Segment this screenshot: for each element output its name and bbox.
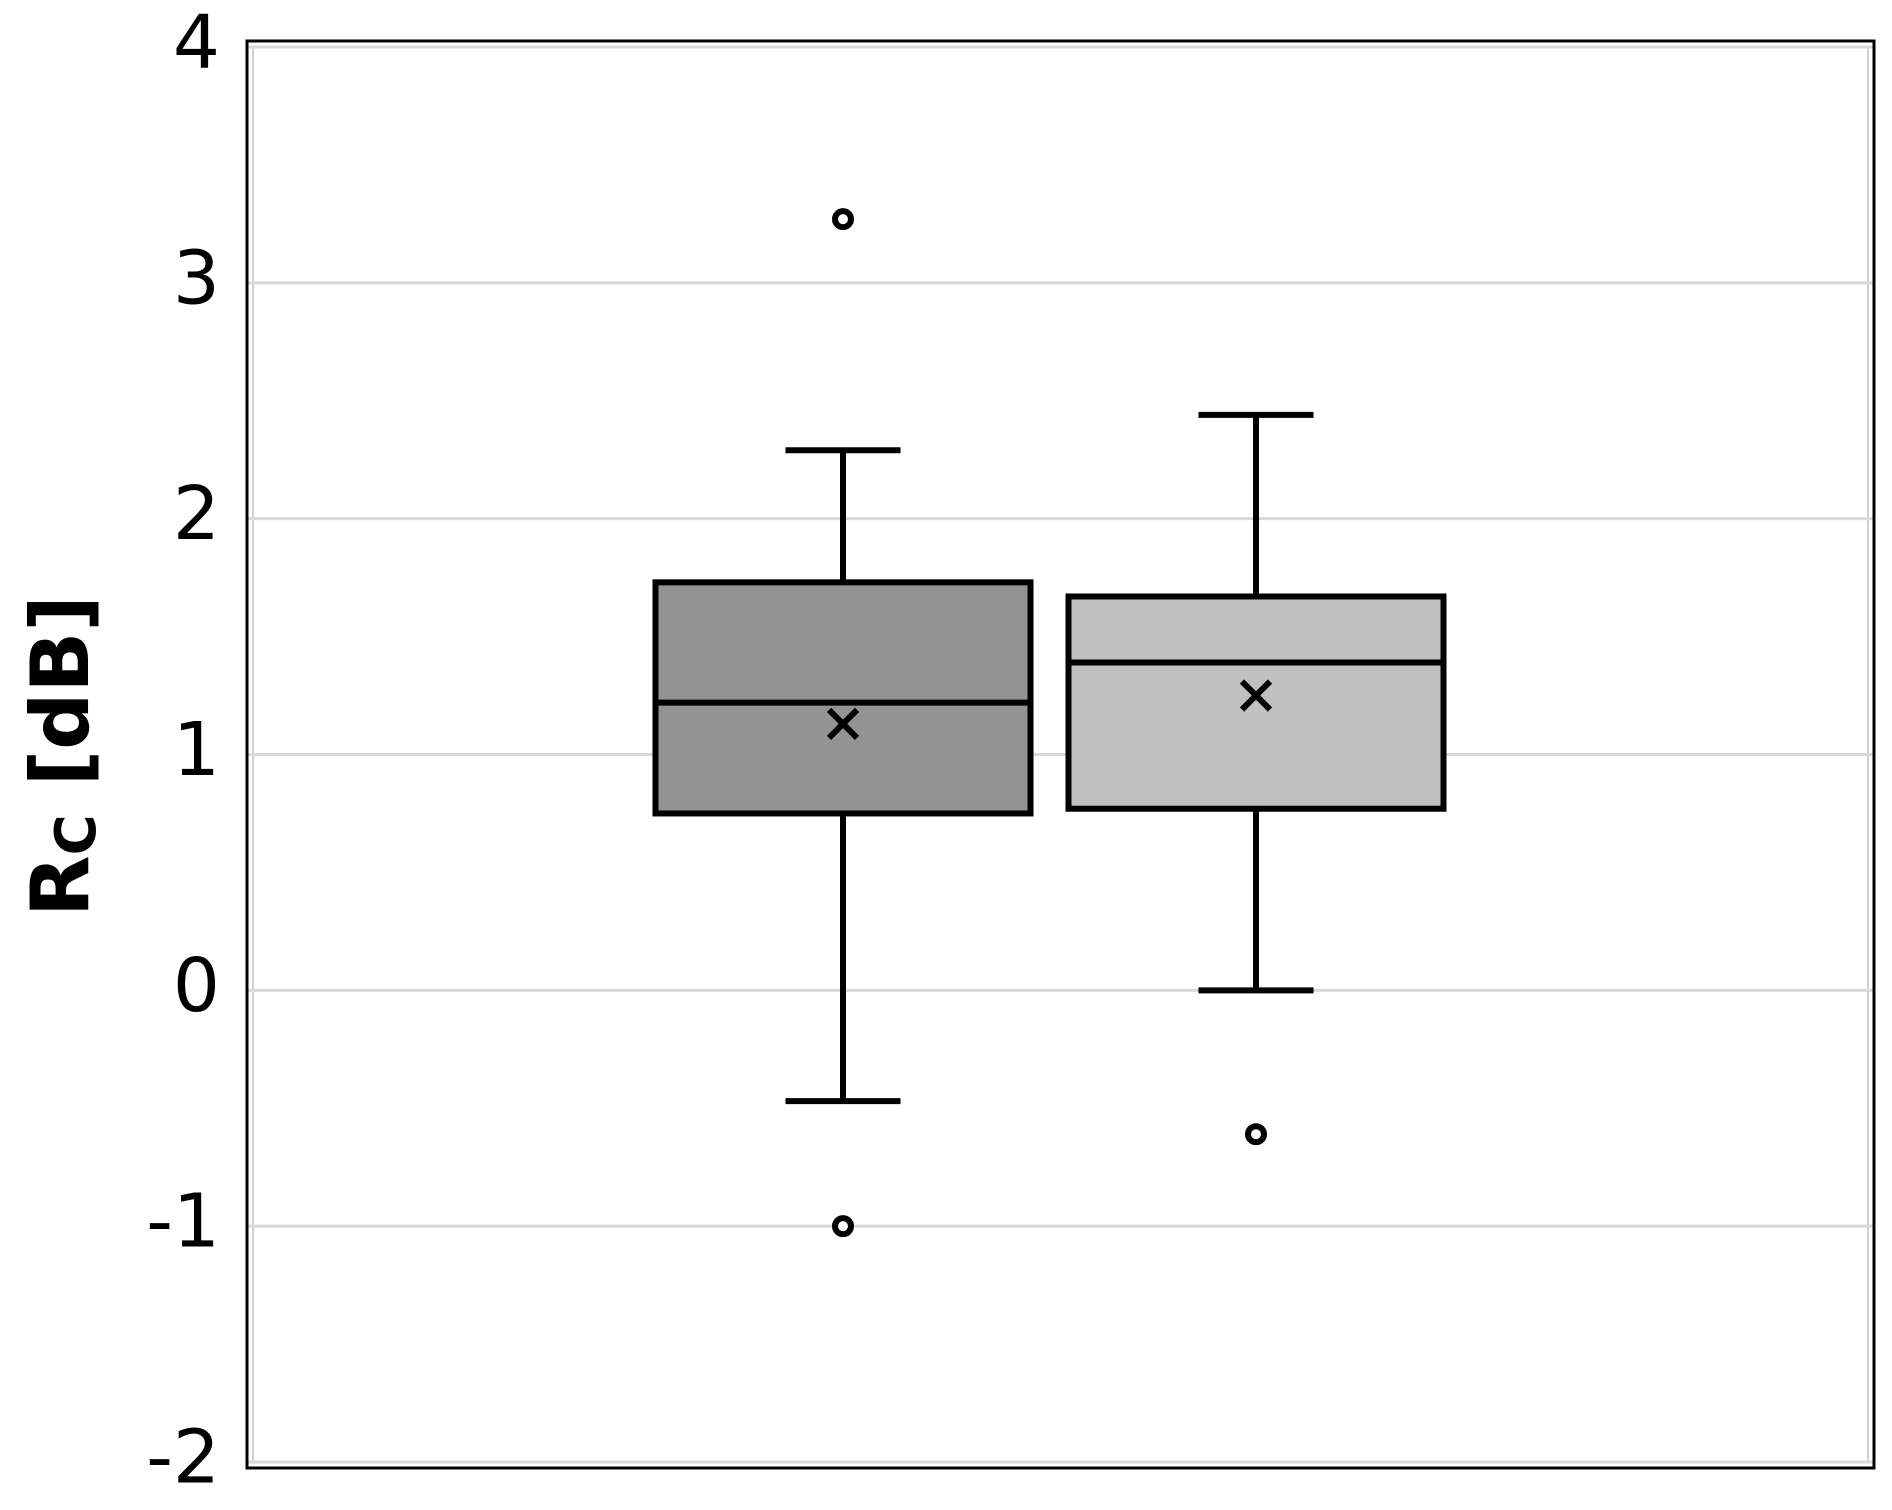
y-tick-label: -2 <box>146 1415 220 1501</box>
plot-frame <box>245 39 1876 1470</box>
mean-marker <box>1239 679 1273 712</box>
box <box>1065 593 1447 812</box>
y-tick-label: 2 <box>173 471 220 557</box>
y-tick-label: 0 <box>173 943 220 1029</box>
y-label-rest: [dB] <box>14 595 107 814</box>
outlier <box>832 1215 854 1238</box>
box <box>652 579 1034 817</box>
y-axis-label: RC [dB] <box>14 595 109 917</box>
y-tick-label: 4 <box>173 0 220 86</box>
y-tick-label: 3 <box>173 235 220 321</box>
mean-marker <box>826 707 860 740</box>
outlier <box>832 208 854 231</box>
y-label-main: R <box>14 855 107 917</box>
y-label-sub: C <box>44 814 109 855</box>
y-tick-label: -1 <box>146 1179 220 1265</box>
y-tick-label: 1 <box>173 707 220 793</box>
outlier <box>1245 1123 1267 1146</box>
